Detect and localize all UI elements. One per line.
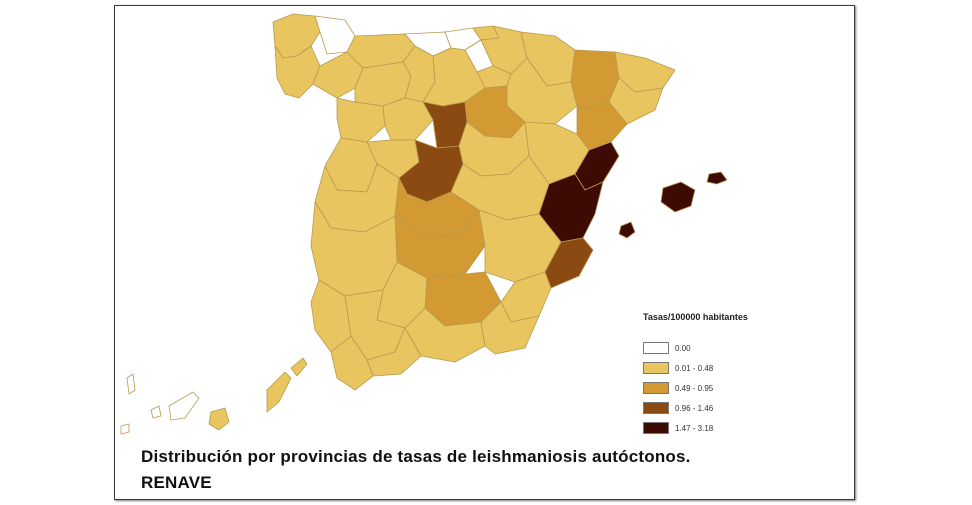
- island-el-hierro: [120, 423, 130, 435]
- province-mallorca: [660, 181, 696, 213]
- legend-swatch-0: [643, 342, 669, 354]
- legend-swatch-4: [643, 422, 669, 434]
- legend-title: Tasas/100000 habitantes: [643, 312, 748, 322]
- figure-caption: Distribución por provincias de tasas de …: [141, 444, 841, 496]
- legend-label: 0.96 - 1.46: [675, 403, 714, 413]
- province-almeria: [480, 301, 540, 355]
- legend-item: 0.00: [643, 338, 833, 358]
- figure-frame: Tasas/100000 habitantes 0.00 0.01 - 0.48…: [114, 5, 855, 500]
- island-la-palma: [126, 373, 136, 395]
- province-valladolid: [382, 97, 434, 141]
- legend-swatch-2: [643, 382, 669, 394]
- legend-label: 0.49 - 0.95: [675, 383, 714, 393]
- province-ibiza: [618, 221, 636, 239]
- legend-label: 0.01 - 0.48: [675, 363, 714, 373]
- legend-item: 0.49 - 0.95: [643, 378, 833, 398]
- island-lanzarote: [290, 357, 308, 377]
- spain-provinces-map: [120, 13, 728, 435]
- legend-label: 1.47 - 3.18: [675, 423, 714, 433]
- map-legend: Tasas/100000 habitantes 0.00 0.01 - 0.48…: [643, 312, 833, 438]
- caption-line-1: Distribución por provincias de tasas de …: [141, 447, 691, 466]
- province-cadiz: [330, 335, 374, 391]
- island-fuerteventura: [266, 371, 292, 413]
- province-menorca: [706, 171, 728, 185]
- province-zamora: [336, 97, 386, 143]
- legend-swatch-1: [643, 362, 669, 374]
- island-la-gomera: [150, 405, 162, 419]
- caption-line-2: RENAVE: [141, 473, 212, 492]
- island-tenerife: [168, 391, 200, 421]
- legend-item: 1.47 - 3.18: [643, 418, 833, 438]
- island-gran-canaria: [208, 407, 230, 431]
- legend-item: 0.01 - 0.48: [643, 358, 833, 378]
- legend-swatch-3: [643, 402, 669, 414]
- legend-item: 0.96 - 1.46: [643, 398, 833, 418]
- legend-label: 0.00: [675, 343, 691, 353]
